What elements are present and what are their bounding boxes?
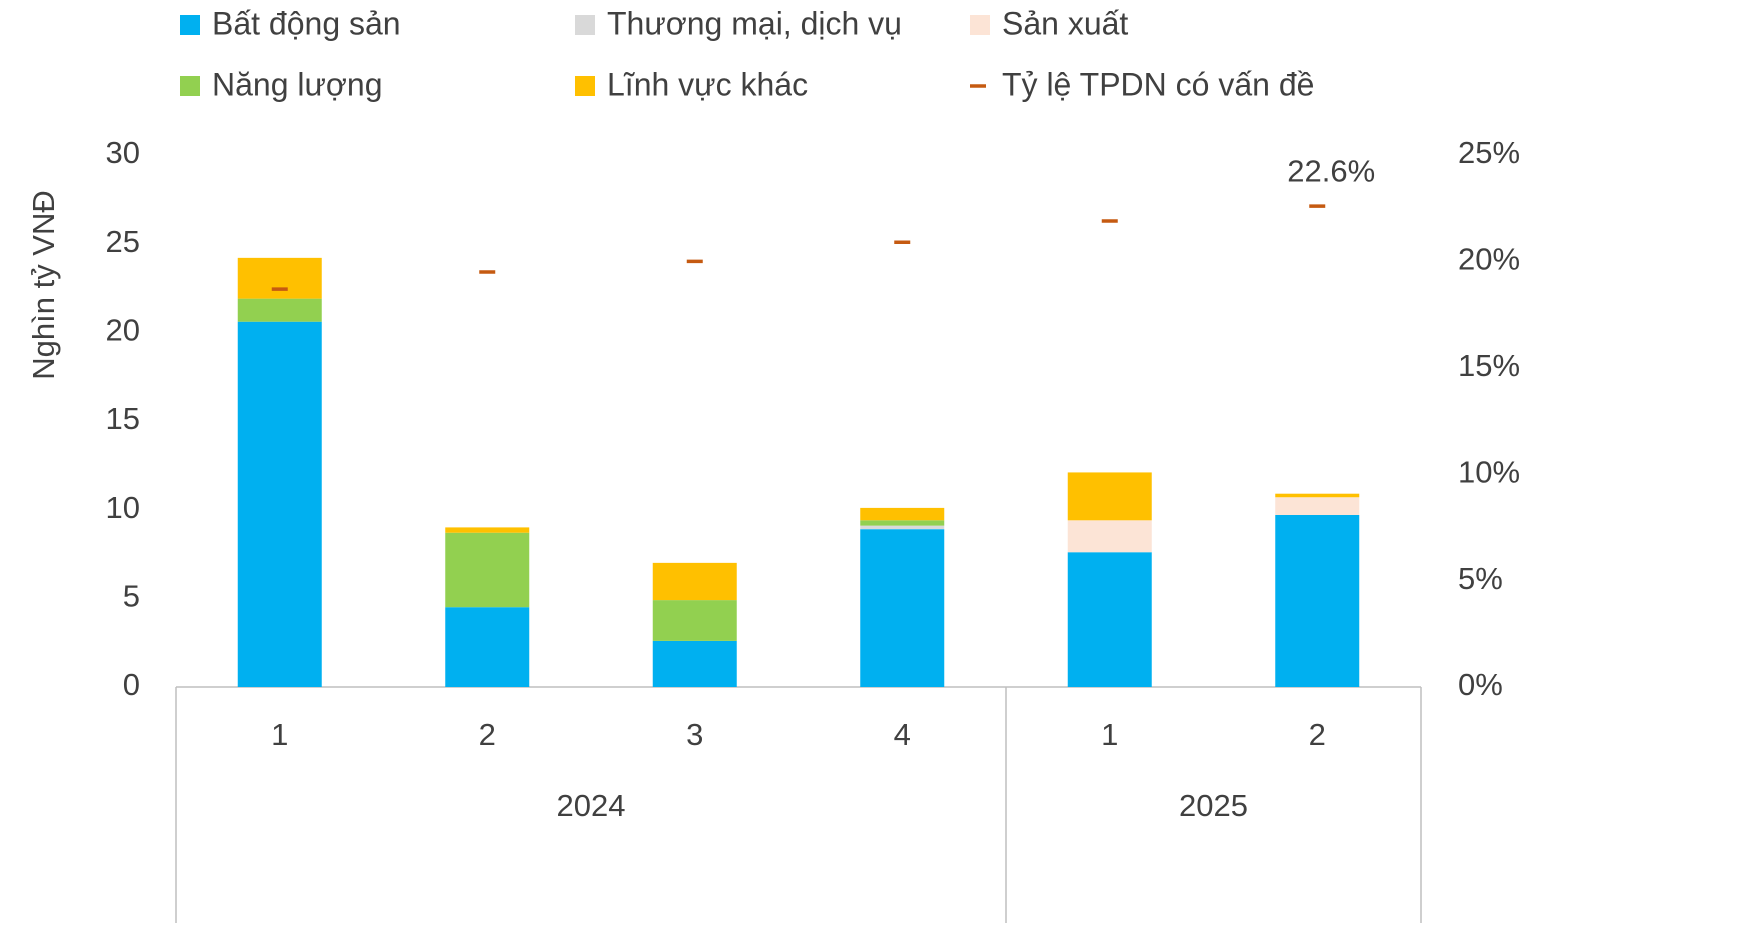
y2-tick-label: 5% [1458, 561, 1503, 596]
legend-swatch [180, 15, 200, 35]
y-tick-label: 30 [106, 135, 140, 170]
bar-segment [860, 507, 945, 521]
legend-swatch [575, 15, 595, 35]
y2-tick-label: 0% [1458, 667, 1503, 702]
bar-segment [860, 520, 945, 526]
bar-segment [652, 640, 737, 687]
bar-segment [1275, 493, 1360, 498]
x-tick-label: 1 [1101, 717, 1118, 752]
y-tick-label: 20 [106, 313, 140, 348]
x-tick-label: 1 [271, 717, 288, 752]
y-tick-label: 0 [123, 667, 140, 702]
y2-tick-label: 20% [1458, 242, 1520, 277]
value-label: 22.6% [1287, 153, 1375, 188]
group-label: 2024 [557, 788, 626, 823]
legend-label: Năng lượng [212, 66, 383, 102]
bar-segment [1067, 472, 1152, 521]
bar-segment [445, 532, 530, 608]
y2-tick-label: 10% [1458, 454, 1520, 489]
x-tick-label: 2 [1309, 717, 1326, 752]
x-tick-label: 2 [479, 717, 496, 752]
bar-segment [1275, 514, 1360, 687]
y-axis-label: Nghìn tỷ VNĐ [26, 190, 61, 380]
bar-segment [237, 257, 322, 299]
legend-swatch [180, 76, 200, 96]
bar-segment [1275, 497, 1360, 515]
bar-segment [1067, 520, 1152, 553]
legend-label: Tỷ lệ TPDN có vấn đề [1002, 66, 1314, 102]
y2-tick-label: 25% [1458, 135, 1520, 170]
bar-segment [1067, 552, 1152, 687]
y-tick-label: 10 [106, 490, 140, 525]
legend-label: Bất động sản [212, 5, 401, 41]
bar-segment [237, 298, 322, 322]
legend-label: Lĩnh vực khác [607, 66, 808, 102]
legend-swatch [575, 76, 595, 96]
bar-segment [860, 525, 945, 530]
bar-segment [652, 600, 737, 641]
bar-segment [237, 321, 322, 687]
bar-segment [652, 562, 737, 601]
group-label: 2025 [1179, 788, 1248, 823]
x-tick-label: 4 [894, 717, 911, 752]
bar-segment [445, 527, 530, 533]
x-tick-label: 3 [686, 717, 703, 752]
y-tick-label: 15 [106, 401, 140, 436]
y2-tick-label: 15% [1458, 348, 1520, 383]
legend-swatch [970, 15, 990, 35]
legend-label: Sản xuất [1002, 5, 1128, 41]
y-tick-label: 25 [106, 224, 140, 259]
bar-segment [445, 607, 530, 687]
y-tick-label: 5 [123, 579, 140, 614]
legend-label: Thương mại, dịch vụ [607, 5, 902, 41]
bar-segment [860, 529, 945, 687]
